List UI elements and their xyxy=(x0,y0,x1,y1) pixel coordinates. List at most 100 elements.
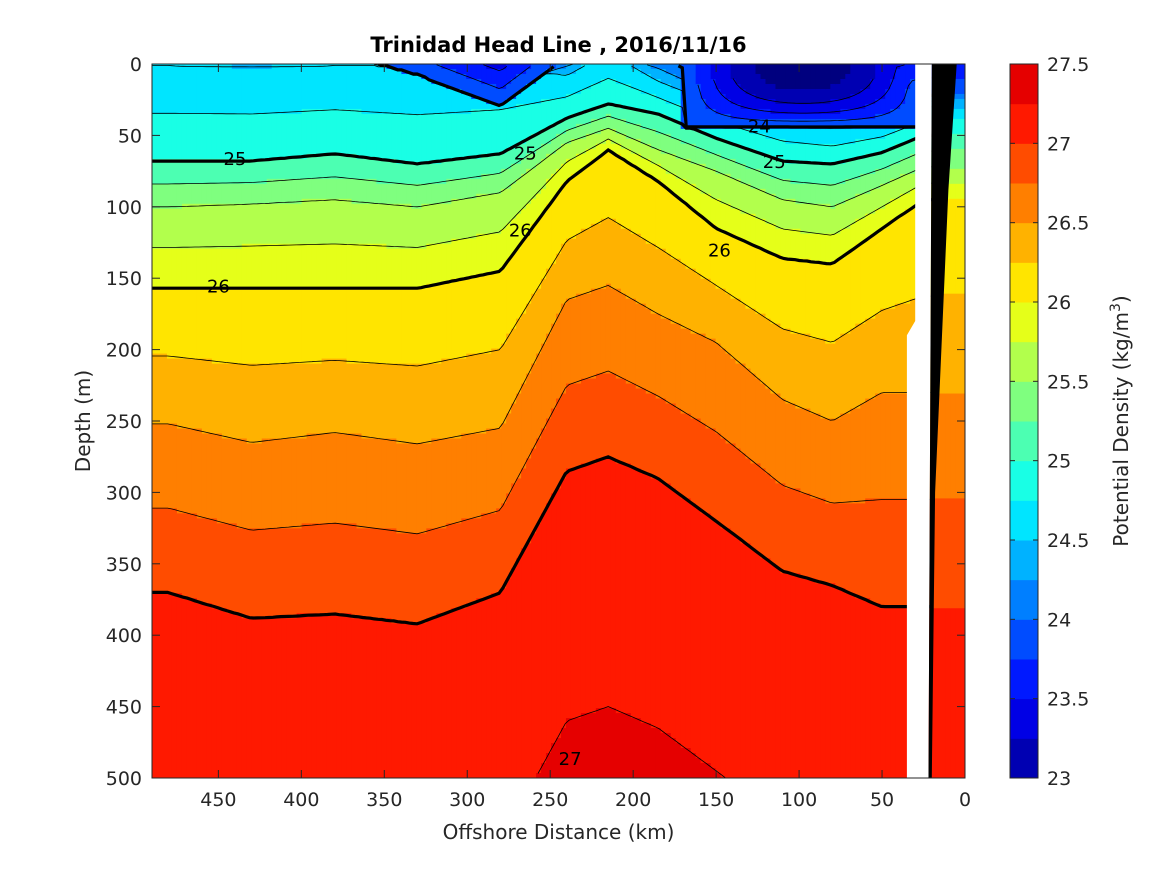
contour-cell xyxy=(950,498,956,609)
contour-cell xyxy=(695,758,702,778)
contour-cell xyxy=(161,113,168,160)
contour-cell xyxy=(261,363,268,440)
contour-cell xyxy=(755,553,762,778)
contour-cell xyxy=(481,83,487,100)
contour-cell xyxy=(286,203,293,245)
contour-cell xyxy=(396,68,402,115)
contour-cell xyxy=(770,64,777,85)
contour-line-24 xyxy=(377,64,555,108)
contour-cell xyxy=(391,623,397,778)
contour-cell xyxy=(865,64,871,90)
contour-cell xyxy=(815,118,821,130)
contour-cell xyxy=(376,528,383,619)
contour-cell xyxy=(665,483,672,734)
contour-cell xyxy=(451,278,457,360)
contour-cell xyxy=(206,183,213,205)
contour-cell xyxy=(650,128,657,150)
contour-cell xyxy=(670,88,677,105)
contour-cell xyxy=(276,113,283,160)
contour-cell xyxy=(341,243,348,290)
contour-cell xyxy=(326,64,333,110)
contour-cell xyxy=(795,113,802,120)
contour-cell xyxy=(600,143,607,155)
contour-cell xyxy=(735,238,742,300)
contour-cell xyxy=(935,393,941,499)
contour-cell xyxy=(411,64,417,75)
contour-cell xyxy=(556,398,562,489)
contour-cell xyxy=(720,528,727,778)
contour-cell xyxy=(760,133,767,155)
contour-cell xyxy=(665,73,672,85)
contour-cell xyxy=(461,608,467,778)
contour-line-24.5 xyxy=(152,65,586,107)
contour-cell xyxy=(715,433,722,524)
contour-cell xyxy=(565,178,572,240)
contour-cell xyxy=(191,158,198,185)
contour-line-26.75 xyxy=(152,370,932,535)
contour-cell xyxy=(625,123,632,140)
contour-cell xyxy=(595,108,602,120)
contour-cell xyxy=(301,523,308,614)
contour-cell xyxy=(336,358,343,435)
contour-cell xyxy=(880,168,886,185)
contour-cell xyxy=(286,363,293,440)
contour-cell xyxy=(381,158,388,185)
contour-cell xyxy=(481,353,487,435)
contour-cell xyxy=(346,108,353,155)
contour-cell xyxy=(521,64,527,75)
contour-cell xyxy=(416,288,422,365)
contour-cell xyxy=(296,113,303,160)
contour-cell xyxy=(301,158,308,180)
contour-cell xyxy=(665,253,672,320)
contour-cell xyxy=(825,88,831,105)
contour-cell xyxy=(556,64,562,70)
contour-cell xyxy=(755,313,762,380)
contour-cell xyxy=(945,608,951,778)
contour-cell xyxy=(286,528,293,619)
contour-cell xyxy=(870,213,876,235)
contour-cell xyxy=(720,438,727,529)
contour-cell xyxy=(171,113,178,160)
contour-cell xyxy=(860,173,866,195)
contour-cell xyxy=(790,403,797,489)
contour-cell xyxy=(436,283,442,365)
contour-cell xyxy=(630,123,637,140)
contour-cell xyxy=(865,153,871,175)
contour-cell xyxy=(875,128,881,140)
contour-cell xyxy=(805,333,811,410)
contour-cell xyxy=(251,243,258,290)
contour-cell xyxy=(551,493,557,744)
contour-cell xyxy=(610,103,617,120)
contour-cell xyxy=(790,103,797,115)
contour-cell xyxy=(346,153,353,180)
contour-cell xyxy=(426,528,432,619)
contour-cell xyxy=(311,613,318,778)
contour-cell xyxy=(605,113,612,130)
contour-cell xyxy=(546,73,552,100)
contour-cell xyxy=(820,64,826,90)
contour-cell xyxy=(700,278,707,335)
contour-cell xyxy=(810,183,816,205)
contour-cell xyxy=(750,93,757,110)
contour-cell xyxy=(481,598,487,778)
contour-cell xyxy=(521,158,527,175)
contour-cell xyxy=(770,128,777,140)
contour-cell xyxy=(890,178,896,200)
contour-cell xyxy=(171,593,178,778)
contour-cell xyxy=(590,378,597,465)
contour-cell xyxy=(580,293,587,380)
contour-cell xyxy=(506,258,512,335)
contour-cell xyxy=(595,373,602,460)
chart-title: Trinidad Head Line , 2016/11/16 xyxy=(370,33,746,57)
contour-cell xyxy=(496,593,502,778)
contour-cell xyxy=(381,288,388,365)
contour-cell xyxy=(496,508,502,594)
contour-cell xyxy=(780,258,787,330)
contour-cell xyxy=(486,153,492,175)
contour-cell xyxy=(760,64,767,80)
contour-cell xyxy=(720,173,727,205)
contour-cell xyxy=(441,613,447,778)
contour-cell xyxy=(401,183,407,205)
contour-cell xyxy=(870,188,876,215)
contour-cell xyxy=(735,163,742,180)
